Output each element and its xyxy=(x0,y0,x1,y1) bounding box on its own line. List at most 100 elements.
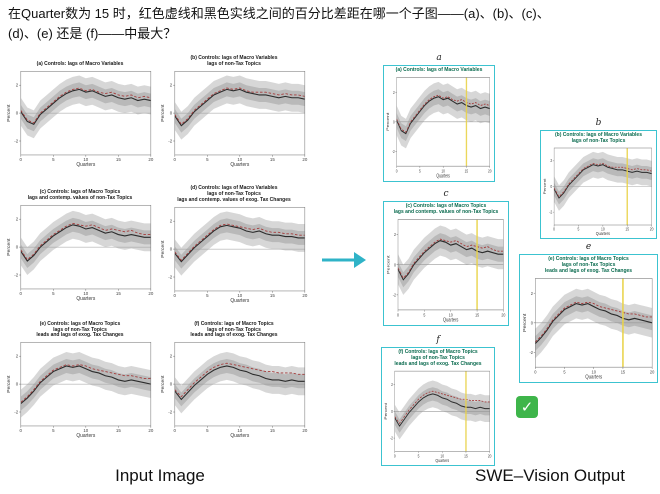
svg-text:0: 0 xyxy=(394,261,397,267)
svg-text:15: 15 xyxy=(621,369,626,374)
output-title-f: (f) Controls: lags of Macro Topics lags … xyxy=(394,348,482,367)
svg-text:10: 10 xyxy=(440,453,444,458)
input-subplot-d: (d) Controls: lags of Macro Variables la… xyxy=(160,185,308,304)
svg-text:0: 0 xyxy=(550,184,552,188)
subplot-chart-e: 0 5 10 15 20 -2 0 2 Quarters Percent xyxy=(6,339,154,439)
subplot-title-a: (a) Controls: lags of Macro Variables xyxy=(36,61,124,68)
input-subplot-a: (a) Controls: lags of Macro Variables 0 5… xyxy=(6,52,154,168)
output-subplot-b: b (b) Controls: lags of Macro Variables … xyxy=(540,118,657,239)
output-title-a: (a) Controls: lags of Macro Variables xyxy=(395,66,483,73)
svg-text:-2: -2 xyxy=(168,138,172,143)
svg-text:Percent: Percent xyxy=(522,313,527,332)
output-box-e: (e) Controls: lags of Macro Topics lags … xyxy=(519,253,658,383)
svg-text:5: 5 xyxy=(52,157,55,162)
svg-text:Percent: Percent xyxy=(384,402,388,419)
svg-text:2: 2 xyxy=(550,159,552,163)
svg-text:Quarters: Quarters xyxy=(596,230,610,236)
svg-text:10: 10 xyxy=(592,369,597,374)
svg-text:0: 0 xyxy=(170,246,173,251)
subplot-chart-b: 0 5 10 15 20 -2 0 2 Quarters Percent xyxy=(160,68,308,168)
svg-text:20: 20 xyxy=(650,369,655,374)
output-title-c: (c) Controls: lags of Macro Topics lags … xyxy=(393,202,499,215)
output-chart-c: 0 5 10 15 20 -2 0 2 Quarters Percent xyxy=(386,216,506,324)
svg-text:0: 0 xyxy=(170,382,173,387)
svg-text:0: 0 xyxy=(16,111,19,116)
svg-text:0: 0 xyxy=(391,409,393,414)
svg-text:10: 10 xyxy=(237,293,242,298)
svg-text:Percent: Percent xyxy=(160,240,166,258)
svg-text:20: 20 xyxy=(488,168,492,174)
svg-text:Percent: Percent xyxy=(160,375,166,393)
svg-text:Quarters: Quarters xyxy=(585,374,602,381)
subplot-letter-c: c xyxy=(443,189,449,199)
svg-text:2: 2 xyxy=(394,231,397,237)
svg-text:10: 10 xyxy=(83,157,88,162)
svg-text:Percent: Percent xyxy=(543,177,547,194)
subplot-chart-d: 0 5 10 15 20 -2 0 2 Quarters Percent xyxy=(160,204,308,304)
svg-text:20: 20 xyxy=(302,428,307,433)
svg-text:10: 10 xyxy=(601,227,605,231)
svg-text:0: 0 xyxy=(174,293,177,298)
svg-text:15: 15 xyxy=(270,428,275,433)
svg-text:0: 0 xyxy=(531,320,534,325)
output-box-a: (a) Controls: lags of Macro Variables 0 5… xyxy=(383,64,495,182)
subplot-title-c: (c) Controls: lags of Macro Topics lags … xyxy=(27,189,133,202)
svg-text:20: 20 xyxy=(650,227,654,231)
svg-text:0: 0 xyxy=(16,245,19,250)
output-title-e: (e) Controls: lags of Macro Topics lags … xyxy=(544,255,633,274)
output-subplot-a: a (a) Controls: lags of Macro Variables … xyxy=(383,53,495,182)
svg-text:10: 10 xyxy=(237,157,242,162)
svg-text:2: 2 xyxy=(391,382,393,387)
svg-text:0: 0 xyxy=(20,157,23,162)
svg-text:-2: -2 xyxy=(168,410,172,415)
svg-text:Quarters: Quarters xyxy=(230,433,249,439)
subplot-letter-e: e xyxy=(585,242,592,252)
subplot-letter-f: f xyxy=(436,335,440,345)
svg-text:2: 2 xyxy=(170,83,173,88)
svg-text:Quarters: Quarters xyxy=(230,297,249,303)
svg-text:2: 2 xyxy=(16,217,19,222)
svg-text:Percent: Percent xyxy=(386,254,391,273)
svg-text:-2: -2 xyxy=(14,272,18,277)
svg-text:20: 20 xyxy=(501,312,505,318)
svg-text:Percent: Percent xyxy=(6,104,12,122)
svg-text:-2: -2 xyxy=(14,410,18,415)
svg-text:Quarters: Quarters xyxy=(435,457,449,463)
output-chart-a: 0 5 10 15 20 -2 0 2 Quarters Percent xyxy=(386,74,492,180)
svg-text:-2: -2 xyxy=(168,274,172,279)
svg-text:5: 5 xyxy=(52,428,55,433)
svg-text:-2: -2 xyxy=(392,148,395,154)
svg-text:-2: -2 xyxy=(14,138,18,143)
svg-text:0: 0 xyxy=(397,312,400,318)
svg-text:15: 15 xyxy=(116,157,121,162)
svg-text:0: 0 xyxy=(20,428,23,433)
output-box-b: (b) Controls: lags of Macro Variables la… xyxy=(540,129,657,239)
output-caption: SWE–Vision Output xyxy=(475,466,625,485)
svg-text:5: 5 xyxy=(578,227,580,231)
arrow-icon xyxy=(320,247,366,278)
output-subplot-e: e (e) Controls: lags of Macro Topics lag… xyxy=(519,242,658,383)
input-subplot-b: (b) Controls: lags of Macro Variables la… xyxy=(160,52,308,168)
svg-text:20: 20 xyxy=(302,293,307,298)
subplot-chart-c: 0 5 10 15 20 -2 0 2 Quarters Percent xyxy=(6,202,154,302)
svg-text:20: 20 xyxy=(488,453,492,458)
svg-text:Quarters: Quarters xyxy=(76,433,95,439)
svg-text:2: 2 xyxy=(170,354,173,359)
svg-text:2: 2 xyxy=(16,354,19,359)
svg-text:5: 5 xyxy=(206,293,209,298)
svg-text:20: 20 xyxy=(302,157,307,162)
svg-text:0: 0 xyxy=(393,118,395,124)
svg-text:20: 20 xyxy=(148,291,153,296)
output-title-b: (b) Controls: lags of Macro Variables la… xyxy=(555,131,642,144)
svg-text:15: 15 xyxy=(270,293,275,298)
svg-text:5: 5 xyxy=(563,369,566,374)
svg-text:5: 5 xyxy=(423,312,426,318)
svg-text:0: 0 xyxy=(534,369,537,374)
output-chart-f: 0 5 10 15 20 -2 0 2 Quarters Percent xyxy=(384,368,492,464)
input-subplot-c: (c) Controls: lags of Macro Topics lags … xyxy=(6,186,154,304)
svg-text:5: 5 xyxy=(206,428,209,433)
svg-text:0: 0 xyxy=(20,291,23,296)
svg-text:-2: -2 xyxy=(393,292,397,298)
svg-text:15: 15 xyxy=(116,291,121,296)
svg-text:0: 0 xyxy=(394,453,396,458)
